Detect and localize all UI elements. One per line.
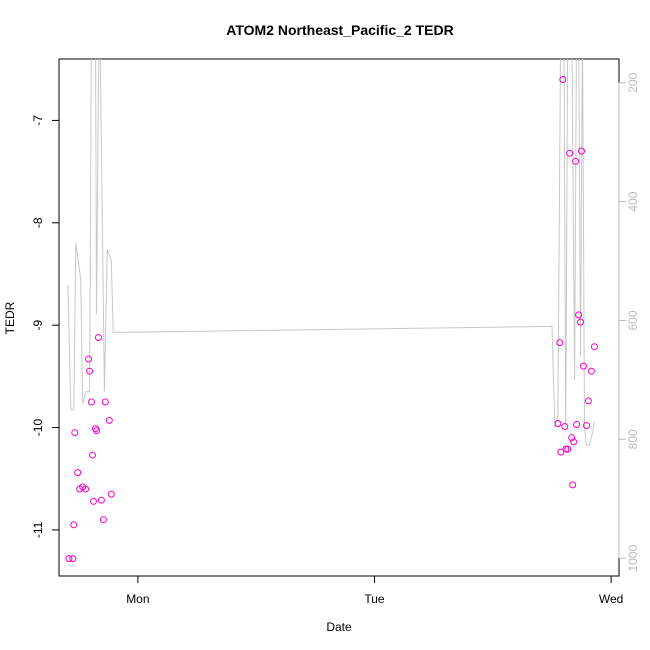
y-tick-label: -8	[31, 217, 45, 228]
chart-title: ATOM2 Northeast_Pacific_2 TEDR	[226, 22, 453, 38]
x-tick-label: Tue	[364, 592, 385, 606]
data-point	[587, 367, 595, 375]
data-point	[101, 398, 109, 406]
data-point	[569, 481, 577, 489]
y-tick-label: -9	[31, 320, 45, 331]
y-tick-label: -10	[31, 419, 45, 437]
data-point	[97, 496, 105, 504]
data-point	[90, 497, 97, 505]
data-point	[99, 516, 107, 524]
y-tick-label: -11	[31, 521, 45, 538]
data-point	[65, 555, 73, 563]
data-point	[572, 157, 580, 165]
data-point	[568, 434, 576, 442]
data-point	[559, 76, 567, 83]
data-point	[578, 147, 585, 155]
data-point	[71, 429, 79, 437]
data-point	[107, 490, 115, 498]
y2-tick-label: 400	[626, 191, 640, 211]
data-point	[82, 485, 90, 493]
y-axis: -11 -10 -9 -8 -7	[31, 115, 60, 538]
data-point	[580, 362, 587, 370]
data-point	[556, 339, 564, 347]
data-point	[85, 355, 93, 363]
data-point	[583, 422, 590, 429]
y2-tick-label: 1000	[626, 545, 640, 572]
x-axis: Mon Tue Wed	[126, 575, 623, 606]
data-point	[554, 420, 562, 427]
data-point	[74, 469, 82, 477]
data-point	[584, 397, 592, 405]
data-point	[88, 398, 95, 406]
data-point	[570, 438, 578, 446]
y2-tick-label: 600	[626, 310, 640, 330]
data-point	[561, 423, 569, 430]
y2-tick-label: 800	[626, 429, 640, 449]
data-point	[577, 318, 584, 326]
data-point	[564, 445, 572, 453]
x-axis-label: Date	[326, 620, 352, 634]
data-point	[573, 421, 581, 428]
data-point	[94, 334, 102, 341]
data-point	[566, 149, 574, 157]
data-point	[105, 416, 113, 424]
x-tick-label: Wed	[599, 592, 623, 606]
data-point	[70, 521, 78, 529]
data-point	[575, 311, 583, 319]
series-line-0	[67, 59, 595, 446]
y2-axis: 200 400 600 800 1000	[618, 72, 640, 572]
x-tick-label: Mon	[126, 592, 149, 606]
y-tick-label: -7	[31, 115, 45, 126]
data-point	[86, 367, 94, 375]
data-point	[557, 448, 565, 456]
data-point	[93, 427, 100, 435]
y-axis-label: TEDR	[3, 301, 17, 334]
data-point	[89, 451, 96, 459]
data-point	[590, 343, 598, 351]
series-layer	[65, 59, 598, 563]
data-point	[562, 445, 570, 453]
data-point	[69, 555, 77, 563]
y2-tick-label: 200	[626, 72, 640, 92]
plot-frame	[58, 58, 620, 577]
